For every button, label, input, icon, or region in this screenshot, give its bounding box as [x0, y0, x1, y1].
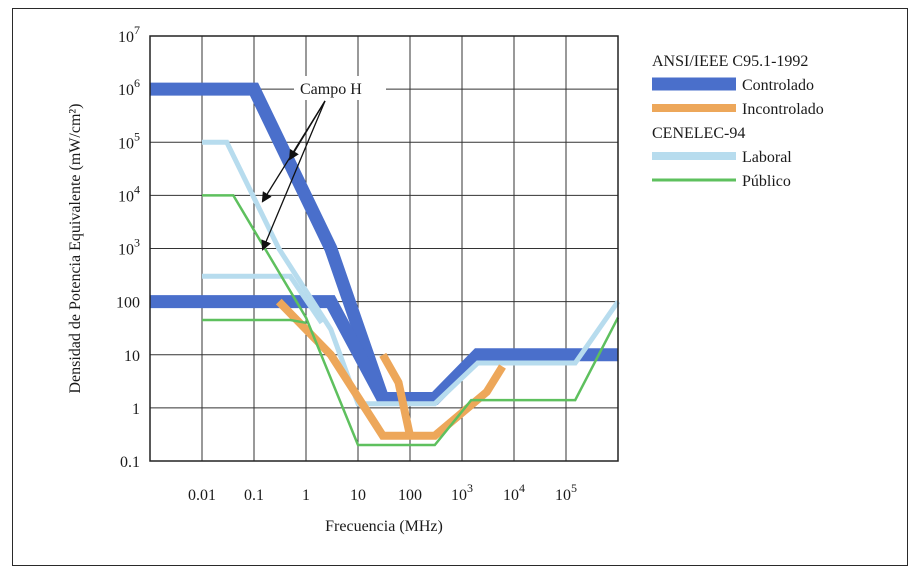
y-tick-label: 107 — [118, 23, 140, 46]
x-tick-label: 1 — [302, 487, 310, 504]
x-tick-label: 0.1 — [244, 487, 264, 504]
series-line-publico — [202, 194, 620, 447]
series-line-publico-2 — [202, 318, 307, 325]
annotation-arrow — [261, 100, 326, 251]
annotation: Campo H — [261, 76, 386, 251]
series-layer — [150, 82, 621, 447]
figure-frame — [12, 8, 908, 566]
x-tick-label: 10 — [350, 487, 366, 504]
plot-area — [149, 35, 619, 462]
y-tick-label: 104 — [118, 182, 140, 205]
y-tick-labels: 107 106 105 104 103 100 10 1 0.1 — [116, 23, 140, 471]
x-tick-label: 105 — [555, 481, 577, 504]
x-tick-label: 100 — [398, 487, 422, 504]
y-tick-label: 1 — [132, 401, 140, 418]
legend-group-title: ANSI/IEEE C95.1-1992 — [652, 53, 808, 70]
legend: ANSI/IEEE C95.1-1992 Controlado Incontrola… — [652, 53, 824, 190]
y-tick-label: 103 — [118, 236, 140, 259]
legend-group-title: CENELEC-94 — [652, 125, 745, 142]
annotation-arrow — [261, 100, 326, 203]
y-tick-label: 0.1 — [120, 454, 140, 471]
annotation-label-bg — [294, 76, 386, 100]
x-axis-label: Frecuencia (MHz) — [325, 518, 443, 535]
series-line-controlado — [150, 82, 618, 405]
series-line-incontrolado-2 — [379, 352, 414, 437]
x-tick-labels: 0.01 0.1 1 10 100 103 104 105 — [188, 481, 577, 504]
legend-entry-label: Controlado — [742, 77, 814, 94]
x-tick-label: 0.01 — [188, 487, 216, 504]
y-tick-label: 100 — [116, 295, 140, 312]
y-tick-label: 106 — [118, 76, 140, 99]
legend-entry-label: Público — [742, 173, 791, 190]
legend-entry-label: Incontrolado — [742, 101, 824, 118]
y-axis-label: Densidad de Potencia Equivalente (mW/cm²… — [67, 103, 84, 393]
legend-entry-label: Laboral — [742, 149, 792, 166]
x-tick-label: 103 — [451, 481, 473, 504]
y-tick-label: 105 — [118, 129, 140, 152]
annotation-label: Campo H — [300, 81, 362, 98]
y-tick-label: 10 — [124, 348, 140, 365]
x-tick-label: 104 — [503, 481, 525, 504]
series-line-controlado-2 — [150, 295, 389, 402]
series-line-laboral-2 — [202, 273, 324, 325]
